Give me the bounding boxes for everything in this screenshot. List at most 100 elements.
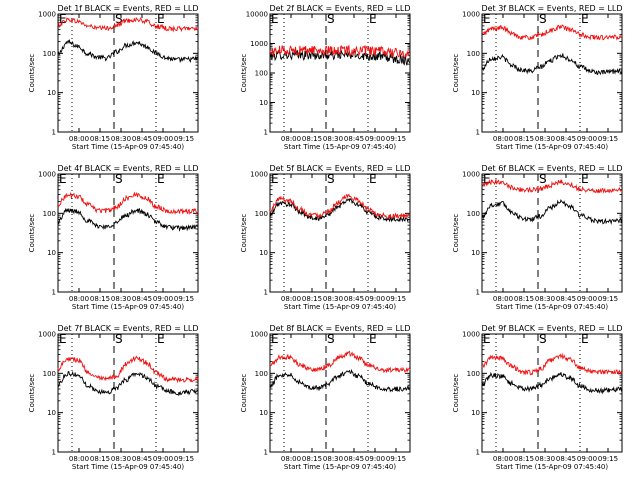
plot-frame [57, 13, 199, 133]
y-axis-label: Counts/sec [28, 374, 36, 413]
marker-label: E [483, 12, 491, 26]
panel-title: Det 3f BLACK = Events, RED = LLD [481, 4, 622, 13]
plot-frame [269, 333, 411, 453]
y-tick-label: 10 [471, 89, 480, 97]
marker-label: E [271, 172, 279, 186]
panel-title: Det 4f BLACK = Events, RED = LLD [57, 164, 198, 173]
panel-title: Det 9f BLACK = Events, RED = LLD [481, 324, 622, 333]
y-tick-label: 1 [264, 449, 268, 457]
series-line-events [269, 49, 411, 66]
x-tick-label: 08:30 [111, 295, 131, 303]
series-line-events [57, 370, 199, 397]
plot-frame [269, 13, 411, 133]
y-tick-label: 1000 [38, 11, 56, 19]
panel-det-6: Det 6f BLACK = Events, RED = LLD 1 10 100 10… [452, 164, 623, 311]
series-line-lld [481, 177, 623, 194]
y-tick-label: 1 [476, 129, 480, 137]
x-axis-label: Start Time (15-Apr-09 07:45:40) [72, 303, 184, 311]
x-tick-label: 09:15 [174, 135, 194, 143]
series-line-lld [269, 350, 411, 374]
y-tick-label: 1000 [38, 171, 56, 179]
y-axis-label: Counts/sec [452, 374, 460, 413]
x-tick-label: 08:00 [493, 455, 513, 463]
series-line-events [269, 368, 411, 393]
marker-label: S [327, 12, 335, 26]
marker-label: S [327, 172, 335, 186]
panel-det-3: Det 3f BLACK = Events, RED = LLD 1 10 100 10… [452, 4, 623, 151]
marker-label: E [271, 12, 279, 26]
y-tick-label: 1000 [38, 331, 56, 339]
marker-label: S [539, 12, 547, 26]
panel-title: Det 5f BLACK = Events, RED = LLD [269, 164, 410, 173]
x-tick-label: 09:15 [598, 295, 618, 303]
panel-title: Det 1f BLACK = Events, RED = LLD [57, 4, 198, 13]
y-tick-label: 1000 [462, 171, 480, 179]
marker-label: E [483, 332, 491, 346]
y-tick-label: 1 [264, 129, 268, 137]
marker-label: E [581, 172, 589, 186]
x-tick-label: 08:15 [514, 455, 534, 463]
x-tick-label: 08:45 [132, 135, 152, 143]
x-tick-label: 09:00 [365, 295, 385, 303]
x-axis-label: Start Time (15-Apr-09 07:45:40) [72, 463, 184, 471]
x-tick-label: 08:30 [535, 135, 555, 143]
y-tick-label: 100 [467, 210, 480, 218]
y-tick-label: 1 [476, 289, 480, 297]
x-axis-label: Start Time (15-Apr-09 07:45:40) [496, 303, 608, 311]
y-axis-label: Counts/sec [452, 214, 460, 253]
panel-det-2: Det 2f BLACK = Events, RED = LLD 1 10 100 10… [240, 4, 411, 151]
marker-label: S [539, 332, 547, 346]
x-axis-label: Start Time (15-Apr-09 07:45:40) [72, 143, 184, 151]
x-tick-label: 08:30 [323, 455, 343, 463]
x-tick-label: 09:15 [386, 295, 406, 303]
y-tick-label: 10 [259, 249, 268, 257]
y-tick-label: 1000 [462, 11, 480, 19]
series-line-events [269, 197, 411, 223]
x-tick-label: 08:00 [69, 135, 89, 143]
x-axis-label: Start Time (15-Apr-09 07:45:40) [284, 143, 396, 151]
series-line-events [57, 207, 199, 232]
marker-label: E [59, 172, 67, 186]
x-tick-label: 09:00 [153, 135, 173, 143]
y-tick-label: 100 [43, 210, 56, 218]
panel-det-9: Det 9f BLACK = Events, RED = LLD 1 10 100 10… [452, 324, 623, 471]
x-tick-label: 08:15 [302, 455, 322, 463]
x-tick-label: 08:45 [344, 295, 364, 303]
y-tick-label: 1000 [462, 331, 480, 339]
panel-title: Det 8f BLACK = Events, RED = LLD [269, 324, 410, 333]
series-line-lld [269, 44, 411, 59]
x-tick-label: 08:15 [90, 295, 110, 303]
x-tick-label: 08:15 [302, 295, 322, 303]
y-tick-label: 1 [476, 449, 480, 457]
x-tick-label: 09:15 [174, 455, 194, 463]
x-tick-label: 08:00 [69, 295, 89, 303]
x-tick-label: 09:00 [577, 135, 597, 143]
x-axis-label: Start Time (15-Apr-09 07:45:40) [496, 463, 608, 471]
panel-det-4: Det 4f BLACK = Events, RED = LLD 1 10 100 10… [28, 164, 199, 311]
series-line-events [481, 371, 623, 395]
y-tick-label: 1 [264, 289, 268, 297]
x-tick-label: 09:00 [153, 295, 173, 303]
x-tick-label: 09:15 [386, 135, 406, 143]
marker-label: E [369, 332, 377, 346]
series-line-lld [57, 355, 199, 384]
y-tick-label: 1 [52, 289, 56, 297]
panel-title: Det 2f BLACK = Events, RED = LLD [269, 4, 410, 13]
plot-frame [57, 333, 199, 453]
marker-label: E [157, 172, 165, 186]
marker-label: E [483, 172, 491, 186]
y-tick-label: 10 [47, 89, 56, 97]
x-tick-label: 08:45 [556, 135, 576, 143]
y-tick-label: 1000 [250, 171, 268, 179]
panel-det-1: Det 1f BLACK = Events, RED = LLD 1 10 100 10… [28, 4, 199, 151]
y-tick-label: 1000 [250, 40, 268, 48]
x-tick-label: 08:30 [111, 135, 131, 143]
x-tick-label: 08:30 [323, 135, 343, 143]
x-axis-label: Start Time (15-Apr-09 07:45:40) [284, 303, 396, 311]
x-tick-label: 08:45 [556, 295, 576, 303]
y-tick-label: 1 [52, 129, 56, 137]
x-tick-label: 08:00 [281, 455, 301, 463]
x-tick-label: 08:45 [344, 455, 364, 463]
plot-frame [57, 173, 199, 293]
